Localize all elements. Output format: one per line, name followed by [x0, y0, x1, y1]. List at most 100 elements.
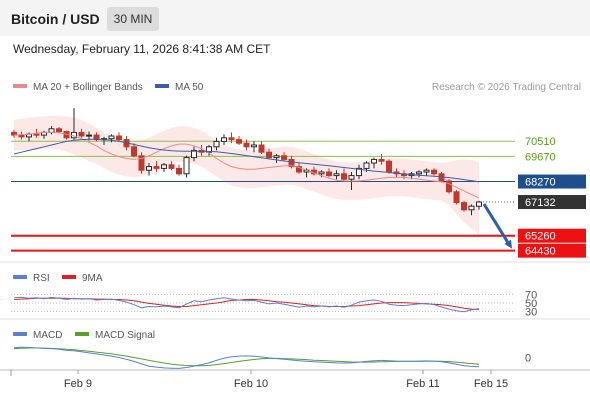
candle-body [296, 166, 302, 173]
ma50-legend-swatch [155, 84, 169, 88]
candle-body [266, 151, 272, 159]
x-axis: Feb 9 Feb 10 Feb 11 Feb 15 [10, 370, 508, 390]
pivot-label: 68270 [525, 177, 556, 189]
candle-body [251, 144, 257, 148]
candle-body [18, 134, 25, 138]
candle-body [56, 128, 62, 133]
candle-body [371, 158, 377, 164]
candle-body [363, 162, 370, 169]
support-label-box [518, 243, 586, 258]
rsi-level-label: 30 [525, 307, 537, 319]
x-axis-label: Feb 15 [474, 378, 508, 390]
candle-body [213, 140, 220, 148]
x-axis-label: Feb 10 [234, 378, 268, 390]
current-label: 67132 [525, 197, 556, 209]
candle-body [281, 155, 287, 160]
candle-body [258, 144, 265, 153]
header-bar: Bitcoin / USD 30 MIN [0, 0, 590, 36]
macd-line [13, 346, 480, 369]
pivot-label-box [518, 174, 586, 189]
ma20-legend-swatch [13, 84, 27, 88]
level-labels: 70510 69670 68270 67132 65260 64430 [518, 136, 586, 258]
support-label: 64430 [525, 246, 556, 258]
candle-body [468, 205, 475, 211]
ma20-line [13, 131, 480, 199]
x-axis-label: Feb 9 [64, 378, 92, 390]
price-levels [11, 140, 515, 252]
credit-label: Research © 2026 Trading Central [432, 82, 581, 93]
candle-body [48, 128, 55, 133]
forecast-arrow [482, 203, 512, 249]
candle-body [386, 160, 392, 173]
ma20-legend-label: MA 20 + Bollinger Bands [33, 82, 143, 93]
candle-body [206, 146, 212, 153]
rsi-legend-label: RSI [33, 273, 50, 284]
ma50-legend-label: MA 50 [175, 82, 204, 93]
macd-panel: 0 [13, 346, 531, 369]
candle-body [146, 166, 152, 171]
candle-body [318, 171, 325, 175]
moving-averages [13, 131, 480, 199]
macd-signal-legend-swatch [75, 332, 89, 336]
candle-body [138, 155, 145, 171]
macd-signal-legend-label: MACD Signal [95, 330, 155, 341]
candle-body [131, 146, 137, 157]
candle-body [33, 133, 40, 136]
x-axis-label: Feb 11 [406, 378, 439, 390]
candle-body [431, 169, 437, 175]
forecast-arrow-head [504, 239, 512, 249]
candle-body [161, 164, 167, 169]
resistance-label: 69670 [525, 151, 556, 163]
rsi-ma-line [13, 297, 480, 310]
candle-body [348, 175, 355, 180]
current-label-box [518, 195, 586, 210]
candle-body [453, 191, 460, 204]
support-label: 65260 [525, 231, 556, 243]
macd-legend-swatch [13, 332, 27, 336]
candle-body [168, 164, 175, 169]
candle-body [341, 173, 347, 180]
timeframe-button[interactable]: 30 MIN [107, 7, 159, 31]
ma50-line [13, 138, 480, 183]
candle-body [378, 158, 385, 162]
candle-body [191, 149, 197, 159]
candle-body [221, 137, 227, 142]
forecast-arrow-shaft [482, 203, 510, 244]
instrument-title: Bitcoin / USD [11, 11, 100, 27]
candle-body [416, 171, 422, 175]
candle-body [273, 155, 280, 159]
candle-body [236, 139, 242, 144]
rsi-legend-swatch [13, 275, 27, 279]
macd-signal-line [13, 347, 480, 367]
candle-body [78, 131, 85, 137]
candle-body [326, 171, 332, 177]
candle-body [108, 135, 115, 140]
candle-body [243, 142, 250, 148]
candle-body [288, 158, 295, 168]
resistance-label: 70510 [525, 136, 556, 148]
macd-legend-label: MACD [33, 330, 62, 341]
bollinger-bands [14, 115, 479, 235]
candle-body [116, 135, 122, 141]
candle-body [423, 169, 430, 173]
support-label-box [518, 228, 586, 243]
rsi-level-label: 50 [525, 298, 537, 310]
rsi-ma-legend-swatch [62, 275, 76, 279]
candle-body [356, 167, 362, 177]
candle-body [333, 173, 340, 177]
candle-body [183, 157, 190, 175]
rsi-ma-legend-label: 9MA [82, 273, 103, 284]
candle-body [86, 134, 92, 137]
candle-body [153, 166, 160, 169]
macd-zero-label: 0 [525, 353, 531, 365]
bollinger-band-area [14, 115, 479, 235]
datetime-label: Wednesday, February 11, 2026 8:41:38 AM … [13, 42, 271, 56]
candle-body [461, 202, 467, 211]
candle-body [446, 180, 452, 193]
candle-body [176, 167, 182, 175]
rsi-level-label: 70 [525, 289, 537, 301]
candle-body [228, 137, 235, 141]
candle-body [476, 201, 482, 207]
